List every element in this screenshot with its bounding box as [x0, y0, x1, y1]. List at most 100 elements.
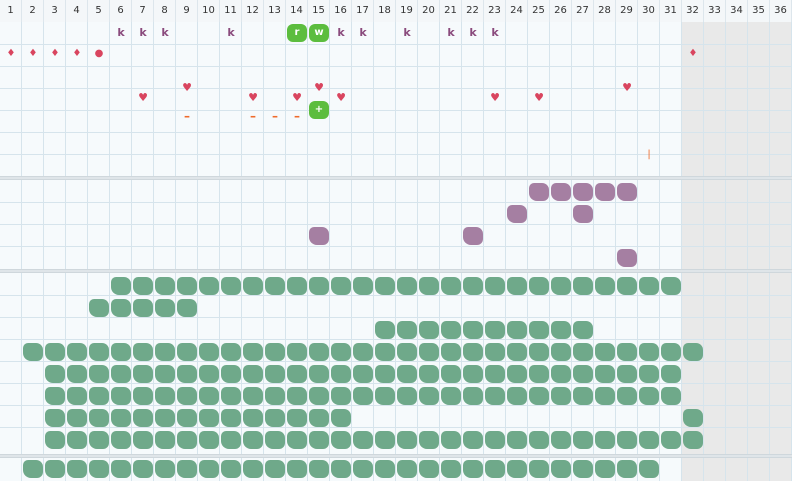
heart-marker[interactable]: ♥: [622, 81, 632, 94]
green-block[interactable]: [265, 387, 285, 405]
green-block[interactable]: [331, 409, 351, 427]
green-block[interactable]: [287, 343, 307, 361]
green-block[interactable]: [485, 343, 505, 361]
green-block[interactable]: [331, 460, 351, 478]
green-block[interactable]: [639, 460, 659, 478]
green-block[interactable]: [309, 277, 329, 295]
green-block[interactable]: [199, 387, 219, 405]
green-block[interactable]: [111, 365, 131, 383]
green-block[interactable]: [507, 431, 527, 449]
green-block[interactable]: [353, 343, 373, 361]
green-block[interactable]: [111, 409, 131, 427]
green-block[interactable]: [419, 343, 439, 361]
green-block[interactable]: [331, 277, 351, 295]
green-block[interactable]: [309, 460, 329, 478]
green-block[interactable]: [419, 277, 439, 295]
dash-marker[interactable]: –: [294, 109, 300, 123]
green-block[interactable]: [595, 431, 615, 449]
green-block[interactable]: [683, 431, 703, 449]
green-block[interactable]: [353, 387, 373, 405]
purple-block[interactable]: [595, 183, 615, 201]
green-block[interactable]: [45, 387, 65, 405]
green-block[interactable]: [243, 409, 263, 427]
purple-block[interactable]: [617, 183, 637, 201]
green-block[interactable]: [221, 365, 241, 383]
green-block[interactable]: [573, 343, 593, 361]
green-block[interactable]: [551, 387, 571, 405]
green-block[interactable]: [529, 365, 549, 383]
green-block[interactable]: [441, 431, 461, 449]
green-block[interactable]: [243, 460, 263, 478]
purple-block[interactable]: [573, 205, 593, 223]
green-block[interactable]: [375, 277, 395, 295]
green-block[interactable]: [89, 299, 109, 317]
green-block[interactable]: [155, 299, 175, 317]
green-block[interactable]: [441, 277, 461, 295]
heart-marker[interactable]: ♥: [336, 91, 346, 104]
green-block[interactable]: [155, 460, 175, 478]
drop-marker[interactable]: ♦: [50, 48, 60, 59]
green-block[interactable]: [441, 460, 461, 478]
green-block[interactable]: [199, 277, 219, 295]
green-block[interactable]: [573, 460, 593, 478]
green-block[interactable]: [463, 387, 483, 405]
green-block[interactable]: [595, 277, 615, 295]
heart-marker[interactable]: ♥: [138, 91, 148, 104]
green-block[interactable]: [441, 321, 461, 339]
green-block[interactable]: [67, 431, 87, 449]
purple-block[interactable]: [507, 205, 527, 223]
drop-marker[interactable]: ♦: [28, 48, 38, 59]
green-block[interactable]: [419, 321, 439, 339]
green-block[interactable]: [419, 460, 439, 478]
green-block[interactable]: [639, 387, 659, 405]
dash-marker[interactable]: –: [184, 109, 190, 123]
heart-marker[interactable]: ♥: [182, 81, 192, 94]
green-block[interactable]: [89, 387, 109, 405]
green-block[interactable]: [111, 277, 131, 295]
green-block[interactable]: [309, 431, 329, 449]
green-block[interactable]: [133, 409, 153, 427]
green-block[interactable]: [485, 460, 505, 478]
green-block[interactable]: [155, 409, 175, 427]
green-block[interactable]: [375, 460, 395, 478]
green-block[interactable]: [221, 431, 241, 449]
dash-marker[interactable]: –: [250, 109, 256, 123]
green-block[interactable]: [155, 387, 175, 405]
k-marker[interactable]: k: [117, 26, 125, 39]
green-block[interactable]: [397, 365, 417, 383]
green-block[interactable]: [309, 343, 329, 361]
status-badge[interactable]: r: [287, 24, 307, 42]
green-block[interactable]: [331, 387, 351, 405]
tick-marker[interactable]: |: [647, 149, 651, 160]
green-block[interactable]: [485, 387, 505, 405]
green-block[interactable]: [485, 321, 505, 339]
k-marker[interactable]: k: [469, 26, 477, 39]
drop-marker[interactable]: ♦: [72, 48, 82, 59]
green-block[interactable]: [463, 277, 483, 295]
green-block[interactable]: [661, 277, 681, 295]
k-marker[interactable]: k: [161, 26, 169, 39]
green-block[interactable]: [243, 277, 263, 295]
green-block[interactable]: [507, 277, 527, 295]
heart-marker[interactable]: ♥: [248, 91, 258, 104]
k-marker[interactable]: k: [447, 26, 455, 39]
green-block[interactable]: [485, 277, 505, 295]
green-block[interactable]: [45, 460, 65, 478]
k-marker[interactable]: k: [491, 26, 499, 39]
heart-marker[interactable]: ♥: [534, 91, 544, 104]
green-block[interactable]: [573, 387, 593, 405]
green-block[interactable]: [199, 365, 219, 383]
green-block[interactable]: [177, 431, 197, 449]
green-block[interactable]: [177, 277, 197, 295]
purple-block[interactable]: [617, 249, 637, 267]
k-marker[interactable]: k: [337, 26, 345, 39]
green-block[interactable]: [177, 299, 197, 317]
green-block[interactable]: [441, 343, 461, 361]
green-block[interactable]: [177, 460, 197, 478]
green-block[interactable]: [485, 431, 505, 449]
green-block[interactable]: [199, 431, 219, 449]
green-block[interactable]: [617, 387, 637, 405]
green-block[interactable]: [573, 365, 593, 383]
green-block[interactable]: [419, 365, 439, 383]
green-block[interactable]: [551, 277, 571, 295]
